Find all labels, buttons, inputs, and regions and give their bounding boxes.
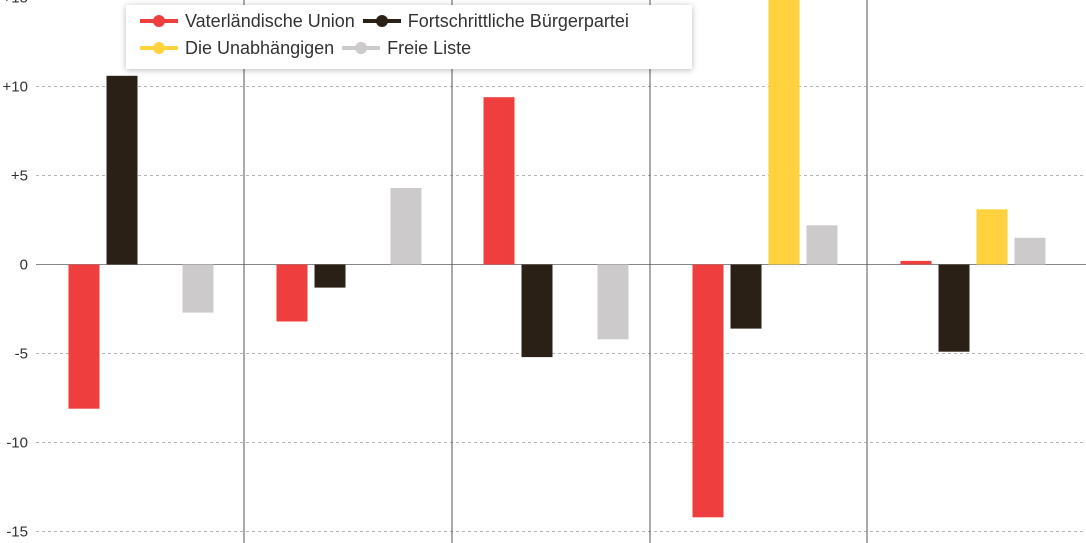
bar [390,188,422,265]
legend-row-2: Die Unabhängigen Freie Liste [140,37,479,59]
legend-swatch-freie-liste [342,42,381,54]
category-dividers [243,0,868,543]
bars-layer [68,0,1046,518]
bar [314,264,346,288]
bar [1014,237,1046,265]
y-tick-labels: +15 +10 +5 0 -5 -10 -15 [3,0,28,541]
legend-item-fortschrittliche-buergerpartei[interactable]: Fortschrittliche Bürgerpartei [362,10,629,32]
bar-group-2 [276,188,422,322]
legend-label: Vaterländische Union [185,10,355,31]
bar [483,97,515,265]
y-tick-label: 0 [20,257,28,274]
y-tick-label: -15 [6,524,28,541]
legend-swatch-fortschrittliche-buergerpartei [362,15,401,27]
bar [106,75,138,265]
bar [182,264,214,313]
bar [521,264,553,358]
legend-item-freie-liste[interactable]: Freie Liste [342,38,471,59]
legend-label: Fortschrittliche Bürgerpartei [407,10,629,31]
legend: Vaterländische Union Fortschrittliche Bü… [126,5,692,69]
bar [730,264,762,329]
bar [900,260,932,265]
bar-group-3 [483,97,629,358]
bar-group-5 [900,209,1046,352]
legend-label: Freie Liste [387,37,472,58]
bar [806,225,838,265]
y-tick-label: -10 [6,435,28,452]
legend-label: Die Unabhängigen [185,37,335,58]
legend-item-vaterlaendische-union[interactable]: Vaterländische Union [140,11,355,32]
legend-row-1: Vaterländische Union Fortschrittliche Bü… [140,10,637,32]
legend-swatch-vaterlaendische-union [140,15,178,27]
y-tick-label: -5 [15,346,28,363]
bar-group-4 [692,0,838,518]
bar [68,264,100,409]
y-tick-label: +10 [3,79,28,96]
y-tick-label: +15 [3,0,28,7]
bar [938,264,970,352]
bar [768,0,800,265]
bar-group-1 [68,75,214,409]
bar [976,209,1008,265]
y-tick-label: +5 [11,168,28,185]
bar [276,264,308,322]
bar [692,264,724,518]
bar [597,264,629,340]
legend-swatch-die-unabhaengigen [140,42,178,54]
legend-item-die-unabhaengigen[interactable]: Die Unabhängigen [140,38,334,59]
